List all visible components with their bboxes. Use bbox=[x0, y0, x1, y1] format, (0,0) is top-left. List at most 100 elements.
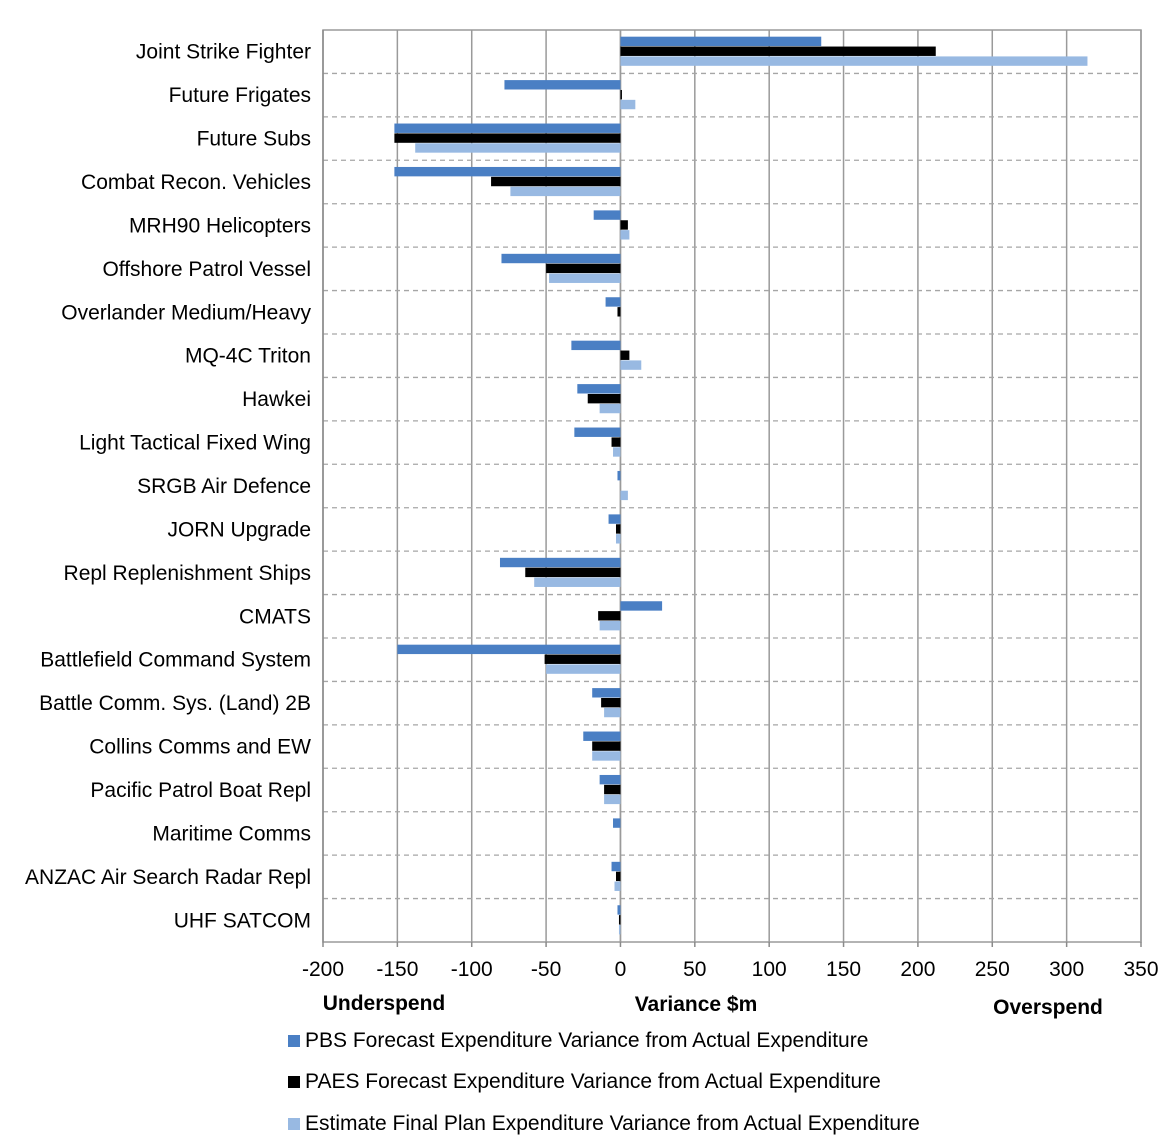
grid-layer bbox=[322, 29, 1142, 947]
x-tick-label: 50 bbox=[683, 958, 706, 981]
category-label: Collins Comms and EW bbox=[89, 736, 311, 759]
legend: PBS Forecast Expenditure Variance from A… bbox=[288, 1020, 920, 1145]
bar-pbs-16 bbox=[583, 731, 621, 741]
category-label: MRH90 Helicopters bbox=[129, 214, 311, 237]
bar-estimate-16 bbox=[592, 751, 621, 761]
category-label: Battlefield Command System bbox=[40, 649, 311, 672]
x-tick-label: 0 bbox=[615, 958, 627, 981]
bar-estimate-1 bbox=[620, 99, 636, 110]
bar-paes-11 bbox=[615, 524, 621, 534]
bar-estimate-15 bbox=[604, 707, 621, 718]
x-tick-label: 200 bbox=[900, 958, 935, 981]
bar-paes-0 bbox=[620, 46, 936, 56]
bar-paes-19 bbox=[615, 871, 621, 882]
bar-pbs-9 bbox=[574, 427, 621, 437]
bar-estimate-8 bbox=[599, 403, 621, 414]
category-label: UHF SATCOM bbox=[174, 909, 311, 932]
category-label: Pacific Patrol Boat Repl bbox=[90, 779, 311, 802]
legend-item-pbs: PBS Forecast Expenditure Variance from A… bbox=[288, 1020, 920, 1062]
category-label: Combat Recon. Vehicles bbox=[81, 171, 311, 194]
category-labels: Joint Strike Fighter Future Frigates Futur… bbox=[25, 41, 311, 933]
bar-estimate-10 bbox=[620, 490, 628, 501]
category-label: CMATS bbox=[239, 605, 311, 628]
legend-swatch-pbs bbox=[288, 1034, 300, 1047]
bar-estimate-0 bbox=[620, 56, 1088, 66]
bar-estimate-19 bbox=[614, 881, 621, 891]
bars-layer bbox=[394, 36, 1088, 935]
x-tick-label: 100 bbox=[752, 958, 787, 981]
x-tick-label: -200 bbox=[302, 958, 344, 981]
bar-pbs-5 bbox=[501, 253, 621, 264]
category-label: Repl Replenishment Ships bbox=[64, 562, 311, 585]
bar-paes-8 bbox=[587, 393, 621, 404]
bar-pbs-4 bbox=[593, 210, 621, 220]
bar-paes-5 bbox=[546, 263, 621, 274]
bar-estimate-7 bbox=[620, 360, 642, 370]
legend-label-estimate: Estimate Final Plan Expenditure Variance… bbox=[305, 1111, 920, 1135]
bar-pbs-12 bbox=[499, 557, 621, 568]
bar-paes-16 bbox=[592, 741, 621, 751]
x-tick-label: 150 bbox=[826, 958, 861, 981]
bar-pbs-13 bbox=[620, 601, 663, 611]
bar-pbs-8 bbox=[577, 384, 621, 394]
bar-paes-9 bbox=[611, 437, 621, 447]
bar-paes-2 bbox=[394, 133, 621, 143]
bar-estimate-5 bbox=[549, 273, 621, 283]
overspend-annotation: Overspend bbox=[993, 996, 1103, 1019]
category-label: Joint Strike Fighter bbox=[136, 41, 311, 64]
category-label: Battle Comm. Sys. (Land) 2B bbox=[39, 692, 311, 715]
x-tick-labels: -200 -150 -100 -50 0 50 100 150 200 250 300 350 bbox=[302, 958, 1159, 981]
bar-estimate-12 bbox=[534, 577, 621, 587]
bar-estimate-17 bbox=[604, 794, 621, 805]
legend-label-pbs: PBS Forecast Expenditure Variance from A… bbox=[305, 1028, 869, 1052]
bar-pbs-1 bbox=[504, 80, 621, 90]
bar-pbs-15 bbox=[592, 688, 621, 698]
legend-label-paes: PAES Forecast Expenditure Variance from … bbox=[305, 1070, 881, 1094]
bar-estimate-11 bbox=[615, 534, 621, 544]
bar-estimate-3 bbox=[510, 186, 621, 197]
bar-estimate-9 bbox=[613, 447, 621, 457]
category-label: Maritime Comms bbox=[152, 822, 311, 845]
bar-pbs-6 bbox=[605, 297, 621, 307]
category-label: JORN Upgrade bbox=[167, 518, 311, 541]
bar-pbs-17 bbox=[599, 774, 621, 785]
bar-paes-3 bbox=[491, 176, 621, 187]
bar-paes-20 bbox=[618, 915, 621, 925]
category-label: Offshore Patrol Vessel bbox=[102, 258, 311, 281]
bar-estimate-13 bbox=[599, 620, 621, 631]
bar-paes-13 bbox=[598, 611, 621, 621]
legend-item-estimate: Estimate Final Plan Expenditure Variance… bbox=[288, 1103, 920, 1145]
bar-pbs-10 bbox=[617, 470, 621, 481]
bar-paes-17 bbox=[604, 784, 621, 795]
bar-chart: Joint Strike Fighter Future Frigates Futur… bbox=[25, 29, 1159, 1019]
category-label: SRGB Air Defence bbox=[137, 475, 311, 498]
bar-estimate-4 bbox=[620, 230, 630, 240]
bar-pbs-0 bbox=[620, 36, 822, 47]
x-axis-title: Variance $m bbox=[635, 993, 758, 1016]
bar-paes-4 bbox=[620, 220, 628, 230]
bar-pbs-14 bbox=[397, 644, 621, 655]
bar-pbs-3 bbox=[394, 166, 621, 177]
bar-pbs-19 bbox=[611, 861, 621, 872]
bar-paes-15 bbox=[601, 697, 621, 708]
bar-paes-6 bbox=[617, 307, 621, 317]
bar-pbs-18 bbox=[613, 818, 621, 828]
bar-estimate-20 bbox=[618, 924, 621, 935]
x-tick-label: 300 bbox=[1049, 958, 1084, 981]
bar-pbs-11 bbox=[608, 514, 621, 524]
bar-paes-7 bbox=[620, 350, 630, 360]
x-tick-label: 350 bbox=[1123, 958, 1158, 981]
plot-border bbox=[322, 29, 1142, 943]
x-tick-label: -100 bbox=[451, 958, 493, 981]
x-tick-label: -150 bbox=[376, 958, 418, 981]
category-label: Future Subs bbox=[197, 128, 311, 151]
bar-paes-1 bbox=[620, 89, 622, 100]
legend-item-paes: PAES Forecast Expenditure Variance from … bbox=[288, 1062, 920, 1104]
category-label: Overlander Medium/Heavy bbox=[61, 301, 311, 324]
legend-swatch-estimate bbox=[288, 1117, 300, 1130]
bar-estimate-2 bbox=[415, 143, 621, 153]
category-label: MQ-4C Triton bbox=[185, 345, 311, 368]
category-label: Light Tactical Fixed Wing bbox=[79, 432, 311, 455]
category-label: Future Frigates bbox=[169, 84, 311, 107]
legend-swatch-paes bbox=[288, 1076, 300, 1089]
